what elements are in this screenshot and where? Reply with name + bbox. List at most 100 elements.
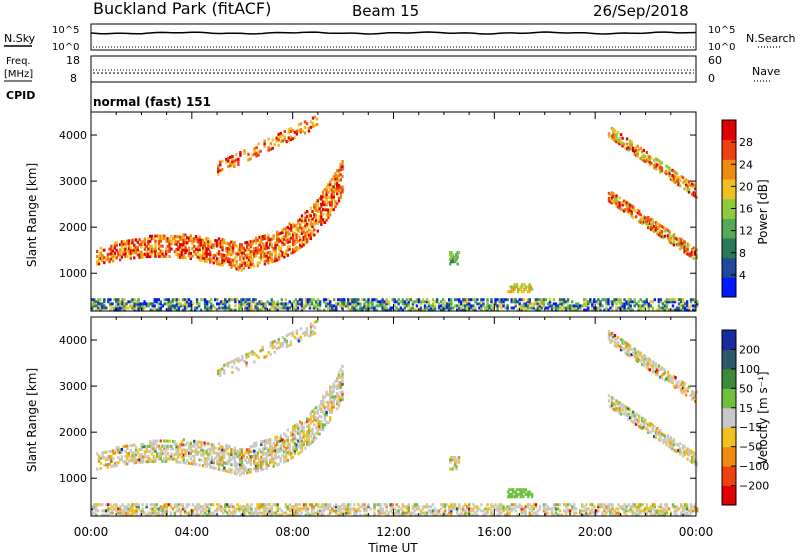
heatmap-cell (621, 208, 624, 212)
heatmap-cell (683, 387, 686, 391)
heatmap-cell (281, 341, 284, 345)
heatmap-cell (333, 505, 336, 509)
heatmap-cell (548, 304, 552, 308)
heatmap-cell (264, 302, 267, 306)
heatmap-cell (330, 393, 334, 397)
heatmap-cell (304, 446, 307, 450)
heatmap-cell (295, 248, 298, 252)
heatmap-cell (149, 250, 152, 253)
heatmap-cell (689, 252, 692, 256)
heatmap-cell (244, 505, 247, 509)
heatmap-cell (387, 511, 390, 515)
heatmap-cell (233, 469, 237, 473)
heatmap-cell (277, 440, 281, 443)
heatmap-cell (205, 259, 208, 263)
heatmap-cell (633, 414, 636, 418)
heatmap-cell (99, 246, 102, 250)
heatmap-cell (228, 445, 231, 449)
heatmap-cell (127, 306, 130, 310)
heatmap-cell (542, 509, 546, 513)
heatmap-cell (607, 329, 611, 333)
time-tick-label: 00:00 (74, 525, 109, 539)
heatmap-cell (403, 505, 406, 509)
heatmap-cell (207, 245, 210, 249)
heatmap-cell (464, 509, 467, 513)
heatmap-cell (307, 213, 311, 217)
heatmap-cell (415, 513, 419, 517)
heatmap-cell (108, 252, 111, 256)
heatmap-cell (159, 239, 162, 243)
heatmap-cell (119, 458, 122, 462)
heatmap-cell (117, 298, 120, 302)
heatmap-cell (177, 306, 181, 310)
heatmap-cell (334, 395, 337, 399)
heatmap-cell (291, 233, 295, 236)
heatmap-cell (637, 511, 640, 515)
heatmap-cell (632, 420, 635, 424)
heatmap-cell (272, 247, 275, 251)
heatmap-cell (182, 248, 185, 252)
heatmap-cell (654, 223, 658, 227)
heatmap-cell (210, 304, 213, 308)
heatmap-cell (306, 435, 309, 439)
heatmap-cell (99, 304, 102, 308)
heatmap-cell (515, 283, 519, 287)
heatmap-cell (490, 304, 493, 308)
heatmap-cell (514, 285, 517, 289)
heatmap-cell (161, 513, 164, 517)
heatmap-cell (124, 449, 127, 453)
heatmap-cell (329, 393, 332, 397)
heatmap-cell (460, 306, 463, 310)
heatmap-cell (681, 300, 685, 304)
heatmap-cell (599, 308, 602, 312)
heatmap-cell (135, 503, 138, 507)
heatmap-cell (631, 513, 634, 517)
heatmap-cell (207, 462, 210, 466)
heatmap-cell (645, 503, 648, 507)
heatmap-cell (316, 427, 319, 430)
heatmap-cell (228, 452, 231, 456)
heatmap-cell (133, 451, 136, 455)
heatmap-cell (498, 507, 501, 511)
heatmap-cell (638, 219, 641, 223)
heatmap-cell (334, 187, 337, 191)
heatmap-cell (234, 304, 237, 308)
heatmap-cell (221, 253, 224, 257)
y-tick-label: 3000 (59, 380, 87, 393)
heatmap-cell (371, 304, 374, 308)
heatmap-cell (466, 298, 469, 302)
heatmap-cell (329, 308, 332, 312)
heatmap-cell (341, 380, 344, 384)
heatmap-cell (269, 460, 272, 464)
heatmap-cell (297, 452, 300, 456)
heatmap-cell (530, 306, 533, 310)
heatmap-cell (647, 157, 650, 161)
heatmap-cell (161, 511, 164, 515)
heatmap-cell (452, 465, 456, 469)
heatmap-cell (113, 451, 117, 455)
heatmap-cell (527, 285, 530, 289)
heatmap-cell (277, 240, 281, 244)
heatmap-cell (304, 216, 307, 220)
heatmap-cell (230, 263, 233, 267)
heatmap-cell (233, 471, 237, 475)
heatmap-cell (318, 197, 321, 201)
heatmap-cell (296, 511, 300, 515)
heatmap-cell (157, 247, 161, 251)
heatmap-cell (138, 250, 141, 254)
heatmap-cell (290, 302, 294, 306)
heatmap-cell (265, 441, 268, 445)
heatmap-cell (654, 431, 658, 434)
heatmap-cell (281, 441, 284, 445)
heatmap-cell (627, 343, 630, 347)
heatmap-cell (454, 458, 457, 462)
heatmap-cell (288, 447, 291, 451)
heatmap-cell (630, 414, 633, 418)
heatmap-cell (644, 426, 647, 430)
heatmap-cell (522, 495, 525, 499)
heatmap-cell (170, 234, 173, 238)
heatmap-cell (536, 298, 540, 302)
heatmap-cell (500, 302, 503, 306)
heatmap-cell (285, 334, 288, 338)
